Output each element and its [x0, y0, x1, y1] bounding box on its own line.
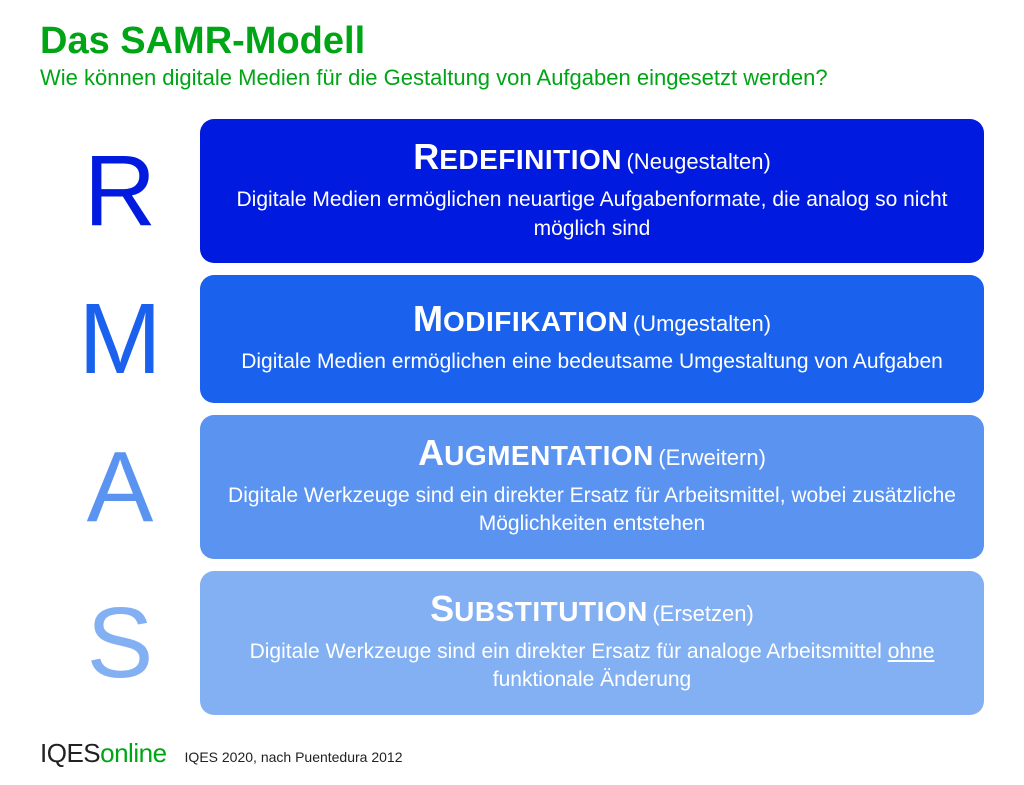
card-augmentation-heading: AUGMENTATION (Erweitern) [224, 431, 960, 474]
card-augmentation: AUGMENTATION (Erweitern) Digitale Werkze… [200, 415, 984, 559]
desc-post: funktionale Änderung [493, 668, 692, 691]
heading-alt: (Ersetzen) [652, 601, 753, 626]
heading-rest: EDEFINITION [439, 144, 622, 175]
footer-credit: IQES 2020, nach Puentedura 2012 [185, 749, 403, 765]
heading-initial: A [418, 432, 444, 473]
footer-logo: IQESonline [40, 738, 167, 769]
card-augmentation-desc: Digitale Werkzeuge sind ein direkter Ers… [224, 482, 960, 539]
card-modifikation: MODIFIKATION (Umgestalten) Digitale Medi… [200, 275, 984, 403]
heading-initial: M [413, 298, 443, 339]
card-modifikation-heading: MODIFIKATION (Umgestalten) [224, 297, 960, 340]
letter-s: S [40, 593, 200, 693]
desc-pre: Digitale Werkzeuge sind ein direkter Ers… [250, 640, 888, 663]
card-substitution: SUBSTITUTION (Ersetzen) Digitale Werkzeu… [200, 571, 984, 715]
letter-a: A [40, 437, 200, 537]
card-redefinition-desc: Digitale Medien ermöglichen neuartige Au… [224, 186, 960, 243]
heading-alt: (Neugestalten) [626, 149, 770, 174]
heading-rest: UBSTITUTION [454, 596, 648, 627]
row-augmentation: A AUGMENTATION (Erweitern) Digitale Werk… [40, 415, 984, 559]
row-redefinition: R REDEFINITION (Neugestalten) Digitale M… [40, 119, 984, 263]
row-modifikation: M MODIFIKATION (Umgestalten) Digitale Me… [40, 275, 984, 403]
heading-rest: UGMENTATION [444, 440, 654, 471]
heading-alt: (Erweitern) [658, 445, 766, 470]
heading-initial: S [430, 588, 454, 629]
heading-alt: (Umgestalten) [633, 311, 771, 336]
card-substitution-desc: Digitale Werkzeuge sind ein direkter Ers… [224, 638, 960, 695]
page-subtitle: Wie können digitale Medien für die Gesta… [40, 65, 984, 91]
card-redefinition: REDEFINITION (Neugestalten) Digitale Med… [200, 119, 984, 263]
card-redefinition-heading: REDEFINITION (Neugestalten) [224, 135, 960, 178]
logo-part2: online [100, 738, 166, 768]
heading-rest: ODIFIKATION [443, 306, 628, 337]
samr-rows: R REDEFINITION (Neugestalten) Digitale M… [40, 119, 984, 715]
footer: IQESonline IQES 2020, nach Puentedura 20… [40, 738, 403, 769]
letter-r: R [40, 141, 200, 241]
desc-underline: ohne [888, 640, 935, 663]
heading-initial: R [413, 136, 439, 177]
row-substitution: S SUBSTITUTION (Ersetzen) Digitale Werkz… [40, 571, 984, 715]
letter-m: M [40, 289, 200, 389]
logo-part1: IQES [40, 738, 100, 768]
card-substitution-heading: SUBSTITUTION (Ersetzen) [224, 587, 960, 630]
card-modifikation-desc: Digitale Medien ermöglichen eine bedeuts… [224, 348, 960, 376]
page-title: Das SAMR-Modell [40, 20, 984, 63]
